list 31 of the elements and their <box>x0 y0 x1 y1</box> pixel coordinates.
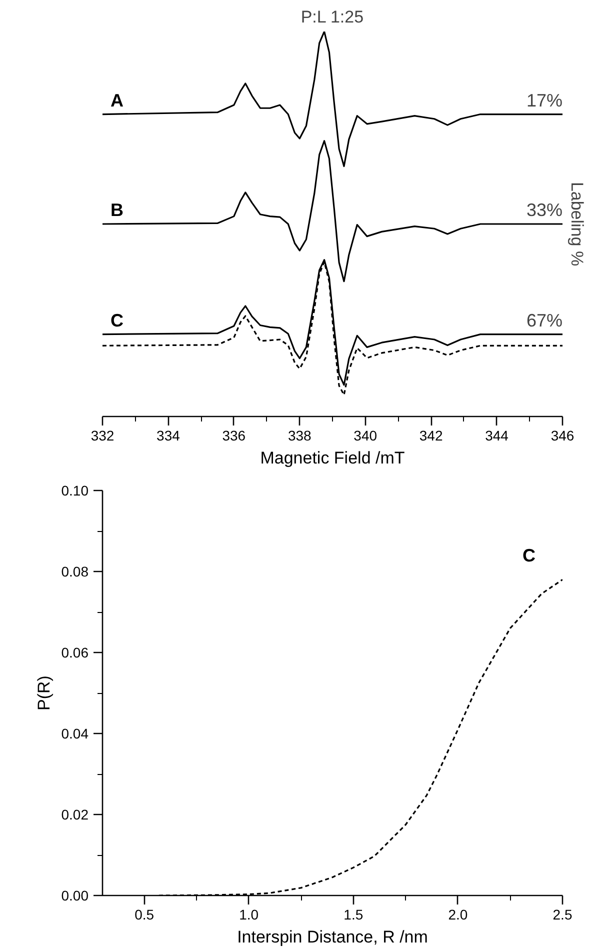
series-label: C <box>110 310 124 330</box>
x-tick-label: 340 <box>354 428 378 444</box>
x-tick-label: 346 <box>550 428 574 444</box>
y-axis-title: P(R) <box>34 676 54 710</box>
series-label: A <box>110 90 124 110</box>
x-tick-label: 2.0 <box>448 906 468 922</box>
x-tick-label: 1.0 <box>239 906 259 922</box>
annotation: 33% <box>526 200 563 220</box>
x-tick-label: 334 <box>156 428 180 444</box>
x-tick-label: 336 <box>222 428 246 444</box>
x-tick-label: 332 <box>90 428 114 444</box>
annotation: 17% <box>526 90 563 110</box>
x-tick-label: 338 <box>288 428 312 444</box>
x-tick-label: 2.5 <box>552 906 572 922</box>
x-axis-title: Magnetic Field /mT <box>260 448 405 468</box>
chart-title: P:L 1:25 <box>300 8 364 26</box>
x-tick-label: 344 <box>485 428 509 444</box>
series-label: C <box>522 546 536 566</box>
y-tick-label: 0.02 <box>61 806 89 822</box>
y-tick-label: 0.10 <box>61 482 89 498</box>
annotation: 67% <box>526 310 563 330</box>
y-tick-label: 0.00 <box>61 888 89 904</box>
y-tick-label: 0.06 <box>61 644 89 660</box>
x-tick-label: 1.5 <box>344 906 364 922</box>
x-axis-title: Interspin Distance, R /nm <box>237 928 428 946</box>
x-tick-label: 342 <box>419 428 443 444</box>
x-tick-label: 0.5 <box>134 906 154 922</box>
y-tick-label: 0.08 <box>61 564 89 580</box>
series-label: B <box>110 200 124 220</box>
y2-axis-title: Labeling % <box>568 182 586 266</box>
y-tick-label: 0.04 <box>61 726 89 742</box>
